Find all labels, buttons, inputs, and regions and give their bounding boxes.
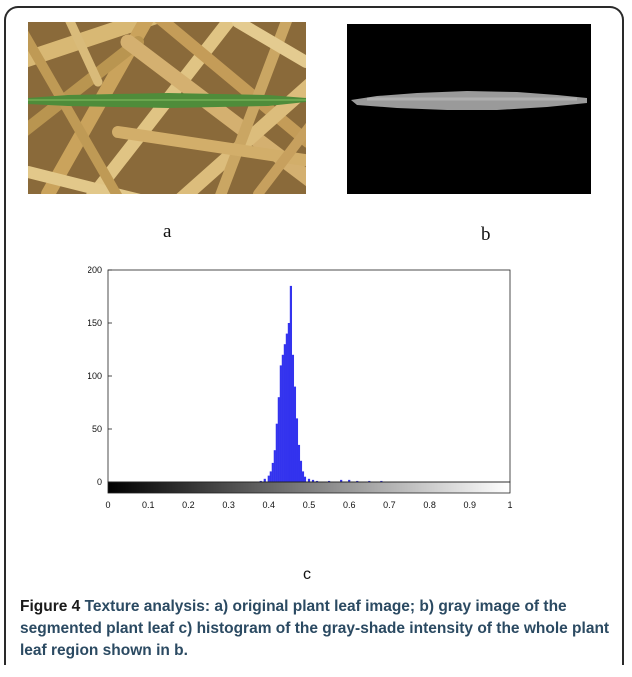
plot-frame xyxy=(107,269,511,483)
histogram-bar xyxy=(356,480,359,482)
x-tick-label: 0.2 xyxy=(182,500,195,510)
x-tick-label: 1 xyxy=(507,500,512,510)
histogram-bar xyxy=(301,471,305,482)
histogram-bar xyxy=(328,480,331,482)
original-leaf-image xyxy=(28,22,306,194)
histogram-bar xyxy=(271,462,274,482)
histogram-bar xyxy=(295,418,299,482)
x-tick-label: 0.7 xyxy=(383,500,396,510)
histogram-bar xyxy=(269,471,272,482)
histogram-bar xyxy=(267,475,270,482)
histogram-bar xyxy=(293,386,297,482)
histogram-bar xyxy=(340,479,343,482)
straw-leaf-photo xyxy=(28,22,306,194)
histogram-bar xyxy=(277,397,280,482)
panel-a-label: a xyxy=(163,221,172,242)
histogram-bar xyxy=(283,344,286,482)
histogram-bar xyxy=(263,478,266,482)
y-tick-label: 200 xyxy=(88,265,102,275)
figure-frame xyxy=(4,6,624,676)
x-tick-label: 0 xyxy=(105,500,110,510)
x-tick-label: 0.1 xyxy=(142,500,155,510)
histogram-bar xyxy=(279,365,282,482)
grayscale-colorbar xyxy=(107,481,511,494)
histogram-bar xyxy=(259,480,262,482)
histogram-bar xyxy=(285,333,288,482)
histogram-bar xyxy=(368,480,371,482)
y-tick-label: 0 xyxy=(97,477,102,487)
x-tick-label: 0.6 xyxy=(343,500,356,510)
panel-b-label: b xyxy=(481,224,491,245)
x-tick-label: 0.8 xyxy=(423,500,436,510)
segmented-gray-image xyxy=(347,24,591,194)
x-tick-label: 0.3 xyxy=(222,500,235,510)
histogram-bar xyxy=(281,354,284,482)
histogram-bar xyxy=(380,480,383,482)
histogram-bar xyxy=(315,480,319,482)
panel-c-label: c xyxy=(303,566,311,583)
y-tick-label: 150 xyxy=(88,318,102,328)
histogram-chart: 0 50 100 150 200 0 0.1 0.2 0.3 0.4 0.5 0.6 0.7 0.8 0.… xyxy=(87,262,528,522)
histogram-bar xyxy=(311,479,315,482)
figure-number: Figure 4 xyxy=(20,598,81,615)
figure-caption: Figure 4 Texture analysis: a) original p… xyxy=(20,596,620,662)
histogram-bar xyxy=(299,460,303,482)
x-tick-label: 0.9 xyxy=(464,500,477,510)
histogram-bar xyxy=(297,444,301,482)
histogram-bar xyxy=(307,478,311,482)
x-tick-label: 0.5 xyxy=(303,500,316,510)
histogram-bar xyxy=(289,285,293,482)
histogram-bar xyxy=(303,476,307,482)
histogram-bar xyxy=(273,450,276,482)
caption-text: Texture analysis: a) original plant leaf… xyxy=(20,598,610,659)
y-tick-label: 50 xyxy=(92,424,102,434)
x-tick-label: 0.4 xyxy=(263,500,276,510)
histogram-bar xyxy=(275,423,278,482)
histogram-svg: 0 50 100 150 200 0 0.1 0.2 0.3 0.4 0.5 0.6 0.7 0.8 0.… xyxy=(87,265,513,510)
y-tick-label: 100 xyxy=(88,371,102,381)
segmented-leaf-silhouette xyxy=(351,91,587,110)
histogram-bar xyxy=(291,354,295,482)
histogram-bar xyxy=(348,479,351,482)
histogram-bar xyxy=(287,323,290,482)
